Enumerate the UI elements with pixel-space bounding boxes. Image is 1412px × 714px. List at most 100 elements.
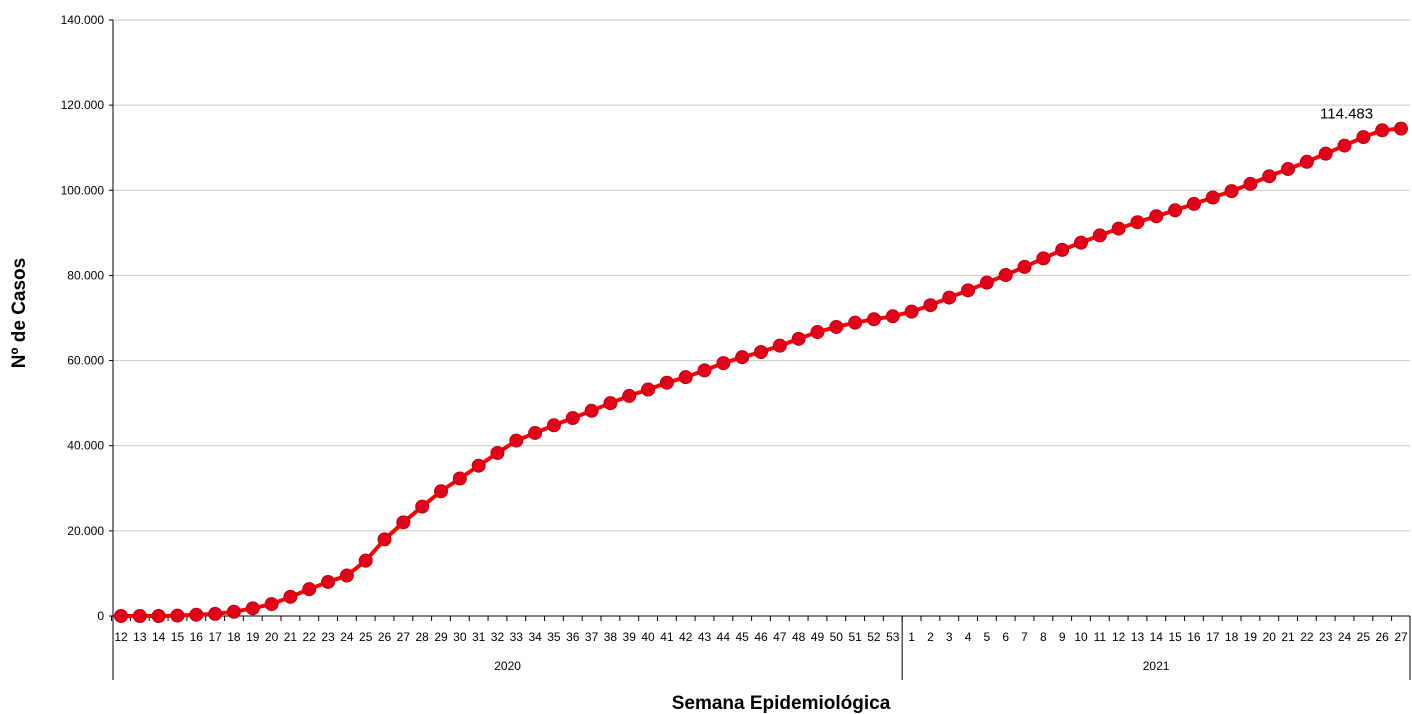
x-tick-label: 25 — [359, 630, 373, 644]
x-tick-label: 47 — [773, 630, 787, 644]
x-axis-title: Semana Epidemiológica — [672, 693, 891, 714]
data-point — [434, 484, 448, 499]
x-tick-label: 22 — [303, 630, 317, 644]
y-tick-label: 0 — [97, 609, 104, 623]
data-point — [1186, 196, 1201, 211]
data-point — [1337, 138, 1352, 153]
data-point — [396, 515, 411, 530]
x-tick-label: 23 — [1319, 630, 1333, 644]
y-tick-label: 100.000 — [61, 183, 105, 197]
y-tick-label: 120.000 — [61, 98, 105, 112]
x-tick-label: 26 — [1375, 630, 1389, 644]
x-tick-label: 5 — [984, 630, 991, 644]
x-tick-label: 20 — [265, 630, 279, 644]
data-point — [1356, 130, 1371, 145]
data-point — [358, 553, 373, 568]
data-point — [1205, 190, 1220, 205]
data-point — [641, 382, 656, 397]
x-tick-label: 14 — [152, 630, 166, 644]
x-tick-label: 17 — [208, 630, 222, 644]
x-tick-label: 31 — [472, 630, 486, 644]
data-point — [998, 268, 1013, 283]
data-point — [245, 601, 260, 616]
data-point — [132, 609, 147, 623]
data-point — [415, 499, 430, 514]
data-point — [716, 356, 731, 371]
x-tick-label: 27 — [1394, 630, 1408, 644]
data-point — [584, 403, 599, 418]
x-tick-label: 30 — [453, 630, 467, 644]
data-point — [1130, 215, 1145, 230]
x-tick-label: 38 — [604, 630, 618, 644]
x-tick-label: 2 — [927, 630, 934, 644]
x-tick-label: 49 — [811, 630, 825, 644]
data-point — [1299, 154, 1314, 169]
data-point — [1055, 242, 1070, 257]
x-tick-label: 9 — [1059, 630, 1066, 644]
data-point — [772, 338, 787, 353]
x-tick-label: 39 — [623, 630, 637, 644]
x-tick-label: 21 — [1281, 630, 1295, 644]
x-tick-label: 25 — [1357, 630, 1371, 644]
x-tick-label: 13 — [133, 630, 147, 644]
x-tick-labels: 12 13 14 15 16 17 18 19 20 21 22 23 24 25 26 27 28 29 30 31… — [114, 630, 1408, 673]
data-point — [302, 582, 317, 597]
y-tick-label: 20.000 — [67, 524, 104, 538]
data-point — [848, 315, 863, 330]
data-point — [904, 304, 919, 319]
x-tick-label: 10 — [1074, 630, 1088, 644]
data-point — [1394, 121, 1408, 136]
axes — [109, 19, 1411, 680]
data-point — [1262, 169, 1277, 184]
x-tick-label: 12 — [114, 630, 128, 644]
data-point — [452, 471, 467, 486]
x-tick-label: 21 — [284, 630, 298, 644]
x-tick-label: 7 — [1021, 630, 1028, 644]
data-point — [528, 425, 543, 440]
data-point — [979, 275, 994, 290]
data-point — [377, 532, 392, 547]
y-tick-label: 40.000 — [67, 439, 104, 453]
data-point — [490, 445, 505, 460]
last-point-data-label: 114.483 — [1320, 106, 1373, 123]
data-point — [1243, 176, 1258, 191]
x-tick-label: 14 — [1150, 630, 1164, 644]
data-point — [546, 418, 561, 433]
data-point — [1017, 259, 1032, 274]
x-tick-label: 33 — [510, 630, 524, 644]
data-point — [622, 388, 637, 403]
y-tick-labels: 0 20.000 40.000 60.000 80.000 100.000 120.000 1… — [61, 13, 105, 623]
data-point — [659, 375, 674, 390]
x-tick-label: 17 — [1206, 630, 1220, 644]
x-tick-label: 28 — [415, 630, 429, 644]
data-point — [509, 433, 524, 448]
data-point — [1281, 162, 1296, 176]
data-point — [189, 607, 204, 622]
x-tick-label: 50 — [830, 630, 844, 644]
x-tick-label: 16 — [190, 630, 204, 644]
y-tick-label: 140.000 — [61, 13, 105, 27]
x-tick-label: 19 — [246, 630, 260, 644]
year-group-label: 2021 — [1143, 659, 1170, 673]
x-tick-label: 11 — [1094, 630, 1107, 644]
x-tick-label: 3 — [946, 630, 953, 644]
data-point — [678, 370, 693, 385]
data-point — [1074, 235, 1088, 250]
x-tick-label: 20 — [1263, 630, 1277, 644]
data-point — [961, 283, 976, 298]
data-point — [471, 458, 486, 473]
x-tick-label: 42 — [679, 630, 693, 644]
x-tick-label: 4 — [965, 630, 972, 644]
x-tick-label: 26 — [378, 630, 392, 644]
x-tick-label: 18 — [1225, 630, 1239, 644]
x-tick-label: 43 — [698, 630, 712, 644]
x-tick-label: 45 — [735, 630, 749, 644]
x-tick-label: 13 — [1131, 630, 1145, 644]
data-point — [114, 609, 128, 623]
data-point — [885, 309, 900, 324]
x-tick-label: 52 — [867, 630, 881, 644]
x-tick-label: 35 — [547, 630, 561, 644]
data-point — [170, 608, 185, 623]
data-point — [603, 396, 618, 411]
